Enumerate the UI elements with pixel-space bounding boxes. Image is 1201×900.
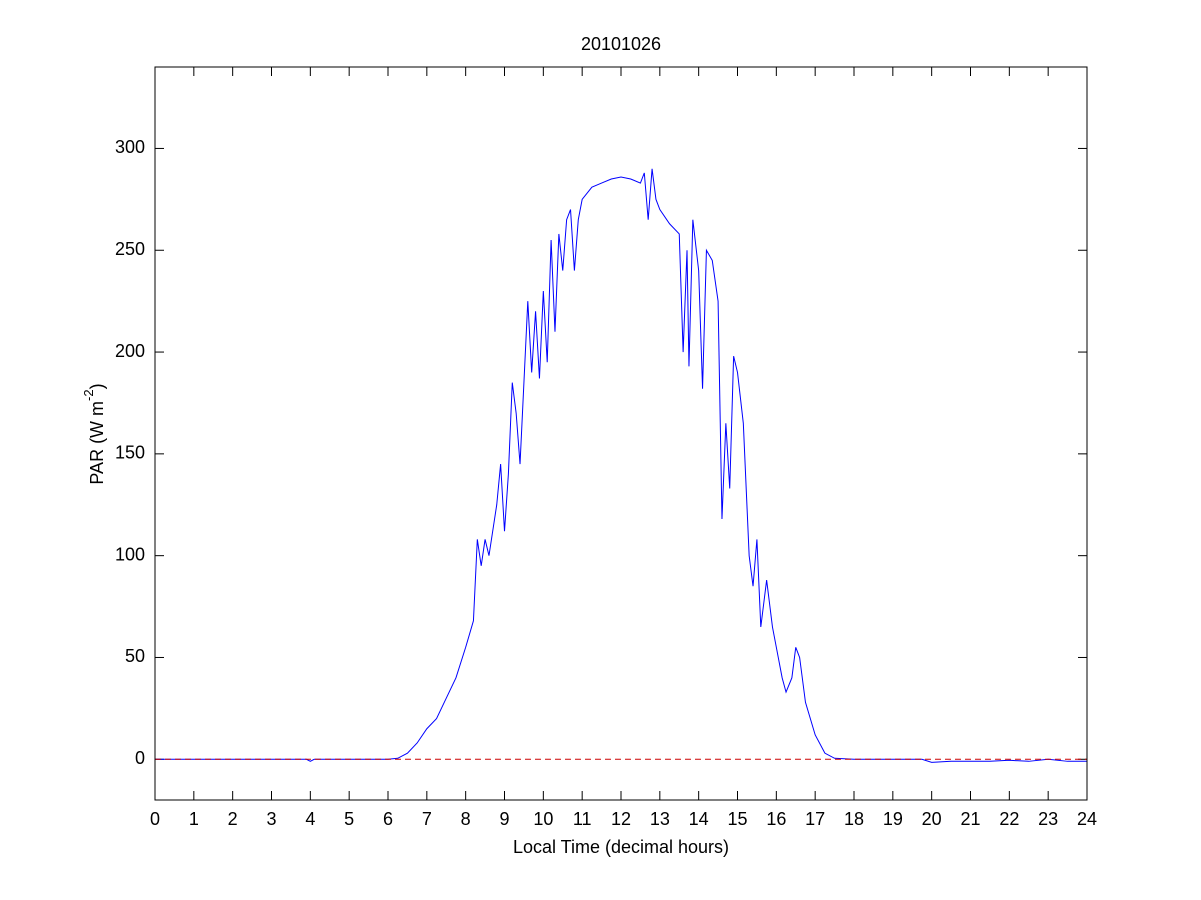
x-tick-label: 23 — [1038, 809, 1058, 829]
data-line — [155, 168, 1087, 763]
plot-frame — [154, 66, 1088, 801]
x-tick-label: 6 — [383, 809, 393, 829]
x-tick-label: 21 — [960, 809, 980, 829]
x-tick-label: 17 — [805, 809, 825, 829]
x-tick-label: 16 — [766, 809, 786, 829]
chart-title: 20101026 — [581, 34, 661, 54]
x-tick-label: 9 — [499, 809, 509, 829]
x-tick-label: 18 — [844, 809, 864, 829]
x-tick-label: 4 — [305, 809, 315, 829]
y-tick-label: 100 — [115, 544, 145, 564]
x-tick-label: 7 — [422, 809, 432, 829]
x-tick-label: 12 — [611, 809, 631, 829]
y-axis-label: PAR (W m-2) — [81, 383, 106, 484]
y-label-text: PAR (W m — [87, 401, 107, 485]
x-tick-label: 2 — [228, 809, 238, 829]
y-tick-label: 200 — [115, 341, 145, 361]
x-tick-label: 22 — [999, 809, 1019, 829]
x-tick-label: 8 — [461, 809, 471, 829]
y-label-suffix: ) — [87, 383, 107, 389]
x-tick-label: 0 — [150, 809, 160, 829]
x-tick-label: 15 — [727, 809, 747, 829]
x-tick-label: 14 — [689, 809, 709, 829]
x-tick-label: 24 — [1077, 809, 1097, 829]
y-tick-label: 150 — [115, 443, 145, 463]
x-tick-label: 10 — [533, 809, 553, 829]
y-tick-label: 0 — [135, 748, 145, 768]
x-tick-label: 3 — [266, 809, 276, 829]
y-tick-label: 300 — [115, 137, 145, 157]
y-label-sup: -2 — [81, 389, 96, 401]
x-tick-label: 13 — [650, 809, 670, 829]
x-tick-label: 20 — [922, 809, 942, 829]
x-tick-label: 1 — [189, 809, 199, 829]
x-tick-label: 5 — [344, 809, 354, 829]
x-tick-label: 11 — [573, 809, 592, 829]
x-tick-label: 19 — [883, 809, 903, 829]
y-tick-label: 50 — [125, 646, 145, 666]
y-tick-label: 250 — [115, 239, 145, 259]
x-axis-label: Local Time (decimal hours) — [513, 837, 729, 857]
